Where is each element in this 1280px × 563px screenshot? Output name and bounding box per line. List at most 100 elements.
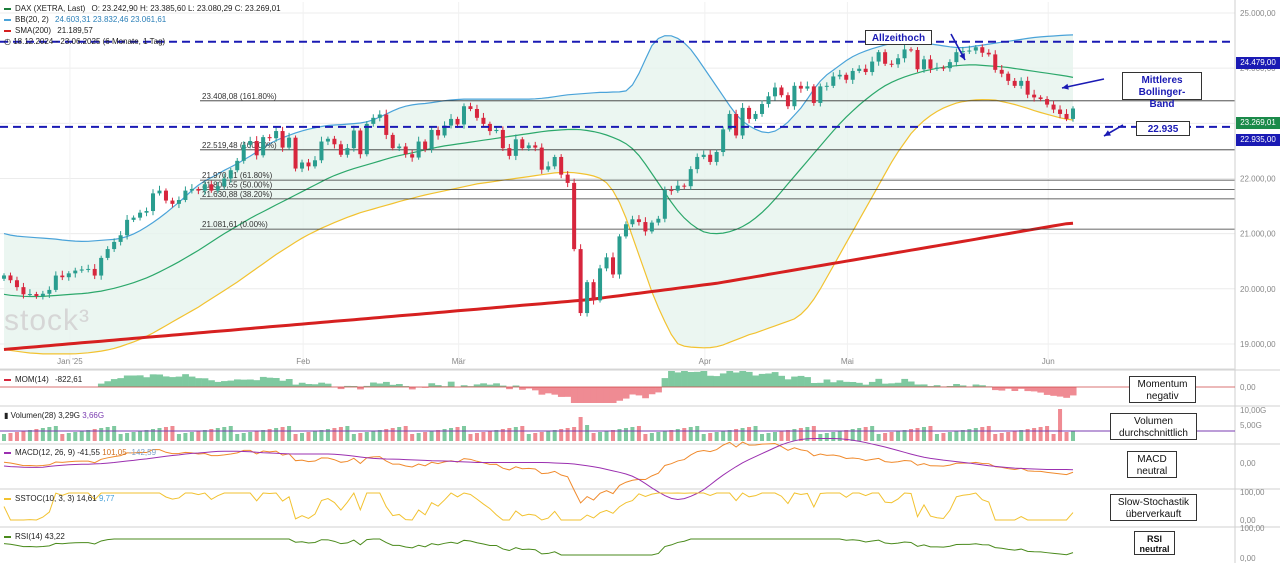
volume-bar <box>228 426 233 441</box>
volume-bar <box>274 428 279 441</box>
legend-stoch: SSTOC(10, 3, 3) 14,61 9,77 <box>4 493 115 504</box>
candle-body <box>131 217 136 220</box>
momentum-bar <box>214 381 222 387</box>
candle-body <box>429 129 434 150</box>
momentum-bar <box>881 383 889 387</box>
momentum-bar <box>240 379 248 387</box>
momentum-bar <box>195 378 202 387</box>
note-stochastik: Slow-Stochastik überverkauft <box>1110 494 1197 521</box>
note-rsi-line1: RSI <box>1146 534 1162 544</box>
candle-body <box>1070 108 1076 119</box>
momentum-bar <box>305 384 313 387</box>
momentum-bar <box>376 383 384 387</box>
arrow-allzeithoch-head <box>959 53 965 60</box>
volume-bar <box>410 434 415 441</box>
note-volumen: Volumen durchschnittlich <box>1110 413 1197 440</box>
candle-body <box>105 249 110 258</box>
momentum-bar <box>227 380 235 387</box>
candle-body <box>358 130 363 155</box>
note-volumen-line2: durchschnittlich <box>1119 428 1188 439</box>
volume-bar <box>474 433 479 441</box>
candle-body <box>410 154 415 158</box>
volume-bar <box>870 426 875 441</box>
volume-bar <box>293 434 298 441</box>
momentum-bar <box>395 384 403 387</box>
candle-body <box>630 219 635 225</box>
volume-bar <box>766 433 771 441</box>
volume-bar <box>209 429 214 441</box>
volume-bar <box>1045 426 1050 441</box>
candle-body <box>176 199 181 204</box>
candle-body <box>785 95 790 107</box>
note-macd-line1: MACD <box>1137 454 1167 465</box>
candle-body <box>598 268 603 301</box>
volume-bar <box>695 426 700 441</box>
candle-body <box>507 148 512 156</box>
momentum-bar <box>104 381 112 387</box>
watermark-logo: stock³ <box>4 304 91 337</box>
momentum-bar <box>1024 387 1032 392</box>
y-tick-label: 20.000,00 <box>1240 285 1276 294</box>
momentum-bar <box>259 376 267 387</box>
momentum-bar <box>713 376 721 387</box>
momentum-bar <box>233 379 241 387</box>
momentum-bar <box>143 377 151 387</box>
momentum-bar <box>862 384 870 387</box>
momentum-bar <box>298 382 306 387</box>
candle-body <box>695 156 700 170</box>
candle-body <box>889 63 894 65</box>
volume-bar <box>507 428 512 441</box>
volume-bar <box>358 433 363 441</box>
rsi-axis-label: 0,00 <box>1240 554 1256 563</box>
legend-bb: BB(20, 2) 24.603,31 23.832,46 23.061,61 <box>4 14 166 25</box>
candle-body <box>1 275 7 279</box>
momentum-bar <box>609 387 617 403</box>
volume-bar <box>99 428 104 441</box>
candle-body <box>734 113 739 136</box>
momentum-bar <box>1037 387 1045 393</box>
candle-body <box>474 108 479 118</box>
momentum-bar <box>992 387 999 391</box>
volume-bar <box>1032 428 1037 441</box>
fib-label: 21.630,88 (38.20%) <box>202 190 273 199</box>
momentum-bar <box>357 387 364 390</box>
momentum-bar <box>1069 387 1077 396</box>
fib-label: 21.081,61 (0.00%) <box>202 220 268 229</box>
volume-bar <box>300 433 305 441</box>
momentum-bar <box>804 377 811 387</box>
volume-bar <box>1006 432 1011 441</box>
momentum-bar <box>745 371 753 387</box>
candle-body <box>857 68 862 71</box>
volume-bar <box>565 428 570 441</box>
candle-body <box>215 186 220 191</box>
volume-bar <box>468 434 473 441</box>
momentum-bar <box>486 384 494 387</box>
candle-body <box>300 162 305 169</box>
candle-body <box>377 114 382 118</box>
momentum-bar <box>1056 387 1064 397</box>
annotation-arrows <box>950 33 1124 137</box>
momentum-bar <box>622 387 630 399</box>
candle-body <box>585 282 590 314</box>
volume-bar <box>973 428 978 441</box>
legend-sma: SMA(200) 21.189,57 <box>4 25 93 36</box>
candle-body <box>708 154 713 162</box>
candle-body <box>792 85 797 107</box>
volume-bar <box>947 432 952 441</box>
volume-bar <box>261 430 266 441</box>
candle-body <box>947 62 952 69</box>
momentum-bar <box>1063 387 1071 398</box>
candle-body <box>986 52 991 55</box>
candle-body <box>157 190 162 194</box>
momentum-bar <box>752 375 760 387</box>
candle-body <box>1038 97 1043 100</box>
candle-body <box>513 139 518 156</box>
candle-body <box>520 139 525 149</box>
candle-body <box>79 269 84 271</box>
instrument-name: DAX (XETRA, Last) <box>15 4 86 13</box>
fibonacci-levels: 23.408,08 (161.80%) 22.519,48 (100.00%) 21… <box>200 92 1235 230</box>
sma-value: 21.189,57 <box>57 26 93 35</box>
candle-body <box>397 146 402 149</box>
x-tick-label: Jan '25 <box>57 357 83 366</box>
momentum-bar <box>719 373 727 387</box>
